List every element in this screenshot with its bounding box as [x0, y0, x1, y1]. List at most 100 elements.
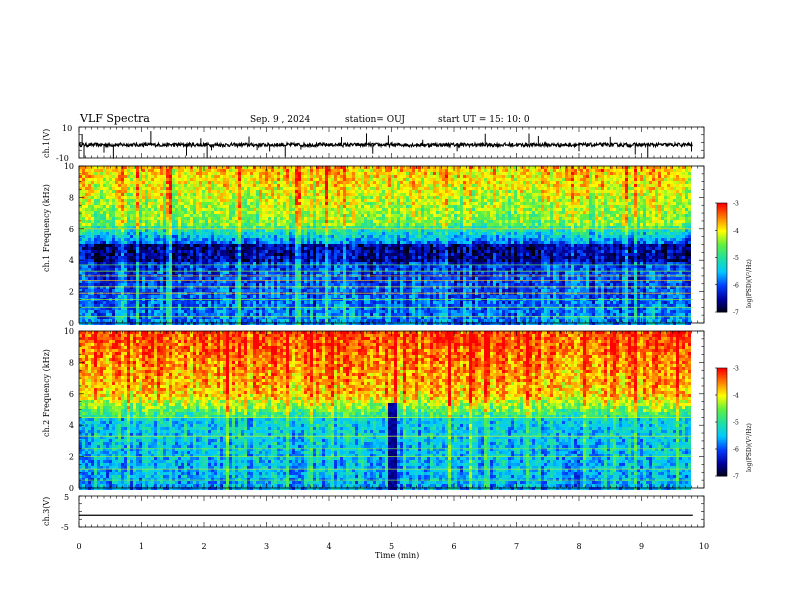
spectrogram-cell — [439, 190, 442, 193]
spectrogram-cell — [94, 187, 97, 190]
spectrogram-cell — [106, 181, 109, 184]
spectrogram-cell — [376, 184, 379, 187]
spectrogram-cell — [520, 172, 523, 175]
spectrogram-cell — [415, 199, 418, 202]
spectrogram-cell — [487, 214, 490, 217]
spectrogram-cell — [502, 214, 505, 217]
spectrogram-cell — [463, 169, 466, 172]
spectrogram-cell — [316, 196, 319, 199]
spectrogram-cell — [478, 178, 481, 181]
spectrogram-cell — [295, 229, 298, 232]
spectrogram-cell — [343, 190, 346, 193]
spectrogram-cell — [178, 166, 181, 169]
spectrogram-cell — [388, 169, 391, 172]
spectrogram-cell — [292, 175, 295, 178]
spectrogram-cell — [511, 166, 514, 169]
spectrogram-cell — [115, 208, 118, 211]
spectrogram-cell — [511, 211, 514, 214]
spectrogram-cell — [253, 196, 256, 199]
spectrogram-cell — [346, 199, 349, 202]
spectrogram-cell — [307, 232, 310, 235]
spectrogram-cell — [571, 175, 574, 178]
spectrogram-cell — [196, 199, 199, 202]
spectrogram-cell — [499, 166, 502, 169]
spectrogram-cell — [412, 181, 415, 184]
spectrogram-cell — [355, 208, 358, 211]
spectrogram-cell — [334, 193, 337, 196]
spectrogram-cell — [250, 199, 253, 202]
spectrogram-cell — [553, 169, 556, 172]
spectrogram-cell — [286, 208, 289, 211]
spectrogram-cell — [568, 199, 571, 202]
spectrogram-cell — [199, 229, 202, 232]
spectrogram-cell — [508, 220, 511, 223]
spectrogram-cell — [427, 196, 430, 199]
spectrogram-cell — [400, 187, 403, 190]
spectrogram-cell — [673, 193, 676, 196]
spectrogram-cell — [124, 202, 127, 205]
spectrogram-cell — [430, 220, 433, 223]
spectrogram-cell — [616, 220, 619, 223]
spectrogram-cell — [118, 211, 121, 214]
spectrogram-cell — [409, 193, 412, 196]
spectrogram-cell — [208, 208, 211, 211]
spectrogram-cell — [127, 232, 130, 235]
spectrogram-cell — [235, 211, 238, 214]
spectrogram-cell — [301, 205, 304, 208]
spectrogram-cell — [688, 229, 691, 232]
spectrogram-cell — [535, 202, 538, 205]
spectrogram-cell — [409, 205, 412, 208]
spectrogram-cell — [190, 187, 193, 190]
spectrogram-cell — [553, 232, 556, 235]
spectrogram-cell — [265, 193, 268, 196]
spectrogram-cell — [343, 205, 346, 208]
spectrogram-cell — [673, 214, 676, 217]
spectrogram-cell — [262, 196, 265, 199]
spectrogram-cell — [223, 205, 226, 208]
spectrogram-cell — [634, 211, 637, 214]
spectrogram-cell — [82, 223, 85, 226]
spectrogram-cell — [355, 223, 358, 226]
spectrogram-cell — [616, 196, 619, 199]
spectrogram-cell — [439, 169, 442, 172]
spectrogram-cell — [292, 196, 295, 199]
spectrogram-cell — [610, 196, 613, 199]
spectrogram-cell — [226, 220, 229, 223]
spectrogram-cell — [178, 190, 181, 193]
spectrogram-cell — [88, 190, 91, 193]
spectrogram-cell — [448, 211, 451, 214]
spectrogram-cell — [325, 172, 328, 175]
spectrogram-cell — [313, 202, 316, 205]
spectrogram-cell — [142, 208, 145, 211]
spectrogram-cell — [376, 169, 379, 172]
spectrogram-cell — [598, 172, 601, 175]
spectrogram-cell — [187, 211, 190, 214]
spectrogram-cell — [79, 172, 82, 175]
spectrogram-cell — [646, 214, 649, 217]
spectrogram-cell — [295, 181, 298, 184]
spectrogram-cell — [160, 184, 163, 187]
spectrogram-cell — [676, 229, 679, 232]
spectrogram-cell — [628, 190, 631, 193]
spectrogram-cell — [505, 178, 508, 181]
spectrogram-cell — [226, 187, 229, 190]
spectrogram-cell — [568, 178, 571, 181]
spectrogram-cell — [436, 193, 439, 196]
spectrogram-cell — [214, 172, 217, 175]
spectrogram-cell — [415, 220, 418, 223]
spectrogram-cell — [643, 220, 646, 223]
spectrogram-cell — [583, 211, 586, 214]
spectrogram-cell — [484, 208, 487, 211]
spectrogram-cell — [472, 181, 475, 184]
spectrogram-cell — [619, 190, 622, 193]
spectrogram-cell — [439, 217, 442, 220]
spectrogram-cell — [127, 169, 130, 172]
spectrogram-cell — [463, 202, 466, 205]
spectrogram-cell — [127, 172, 130, 175]
spectrogram-cell — [376, 187, 379, 190]
spectrogram-cell — [400, 217, 403, 220]
spectrogram-cell — [379, 190, 382, 193]
spectrogram-cell — [685, 196, 688, 199]
spectrogram-cell — [358, 172, 361, 175]
spectrogram-cell — [208, 169, 211, 172]
